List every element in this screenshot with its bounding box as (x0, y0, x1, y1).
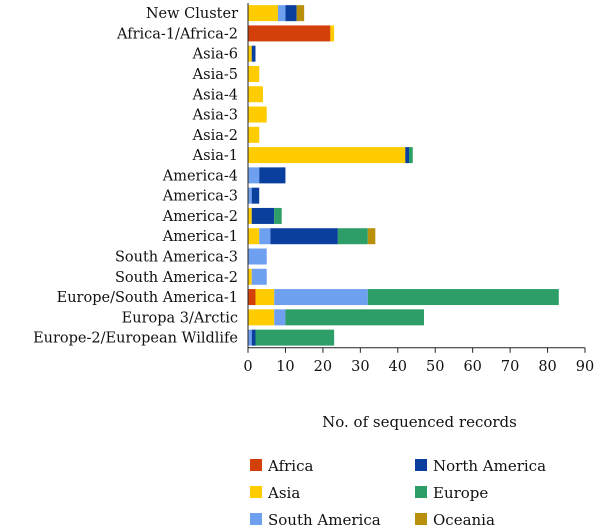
category-label-south-america-2: South America-2 (115, 270, 238, 286)
legend: Africa North America Asia Europe South Ameri… (250, 457, 546, 529)
bar-america-1-oceania (368, 228, 375, 244)
category-label-america-1: America-1 (162, 229, 238, 245)
bar-africa-1-africa-2-africa (248, 25, 330, 41)
category-label-america-4: America-4 (162, 168, 238, 184)
legend-swatch-europe (415, 486, 427, 498)
x-tick-label-20: 20 (314, 359, 332, 375)
category-label-asia-4: Asia-4 (192, 87, 238, 103)
bar-asia-3-asia (248, 107, 267, 123)
legend-swatch-north-america (415, 459, 427, 471)
bar-europa-3-arctic-south-america (274, 309, 285, 325)
category-label-asia-3: Asia-3 (192, 108, 238, 124)
bar-europe-south-america-1-africa (248, 289, 255, 305)
x-axis-title: No. of sequenced records (322, 413, 517, 431)
bar-europe-south-america-1-europe (368, 289, 559, 305)
category-label-asia-2: Asia-2 (192, 128, 238, 144)
bar-europa-3-arctic-asia (248, 309, 274, 325)
category-label-asia-1: Asia-1 (192, 148, 238, 164)
category-labels: New Cluster Africa-1/Africa-2 Asia-6 Asia-5… (33, 6, 238, 346)
category-label-europe-south-america-1: Europe/South America-1 (57, 290, 238, 306)
bar-asia-1-north-america (405, 147, 409, 163)
bar-south-america-3-south-america (248, 249, 267, 265)
x-tick-label-80: 80 (538, 359, 556, 375)
x-tick-label-90: 90 (576, 359, 594, 375)
x-axis-ticks: 0 10 20 30 40 50 60 70 80 90 (243, 348, 594, 375)
bar-asia-2-asia (248, 127, 259, 143)
legend-swatch-africa (250, 459, 262, 471)
bar-asia-6-asia (248, 46, 252, 62)
legend-label-north-america: North America (433, 457, 546, 475)
bar-new-cluster-oceania (297, 5, 304, 21)
category-label-europe-2-european-wildlife: Europe-2/European Wildlife (33, 331, 238, 347)
bar-asia-1-asia (248, 147, 405, 163)
bar-america-2-europe (274, 208, 281, 224)
bar-asia-6-north-america (252, 46, 256, 62)
bar-america-1-asia (248, 228, 259, 244)
category-label-africa-1-africa-2: Africa-1/Africa-2 (116, 26, 238, 42)
legend-swatch-oceania (415, 513, 427, 525)
bar-america-1-south-america (259, 228, 270, 244)
category-label-new-cluster: New Cluster (146, 6, 238, 22)
category-label-america-3: America-3 (162, 189, 238, 205)
bar-africa-1-africa-2-asia (330, 25, 334, 41)
bar-europe-south-america-1-south-america (274, 289, 368, 305)
x-tick-label-70: 70 (501, 359, 519, 375)
bar-europe-2-european-wildlife-europe (255, 330, 334, 346)
x-tick-label-60: 60 (463, 359, 481, 375)
bar-europe-south-america-1-asia (255, 289, 274, 305)
legend-label-asia: Asia (267, 484, 300, 502)
bar-america-2-north-america (252, 208, 274, 224)
x-tick-label-10: 10 (276, 359, 294, 375)
bar-asia-4-asia (248, 86, 263, 102)
category-label-europa-3-arctic: Europa 3/Arctic (122, 310, 238, 326)
legend-swatch-south-america (250, 513, 262, 525)
category-label-asia-6: Asia-6 (192, 47, 238, 63)
x-tick-label-50: 50 (426, 359, 444, 375)
bar-new-cluster-south-america (278, 5, 285, 21)
bar-america-2-asia (248, 208, 252, 224)
bar-america-1-north-america (270, 228, 337, 244)
category-label-america-2: America-2 (162, 209, 238, 225)
bar-south-america-2-asia (248, 269, 252, 285)
legend-label-europe: Europe (433, 484, 488, 502)
legend-swatch-asia (250, 486, 262, 498)
bar-europa-3-arctic-europe (285, 309, 424, 325)
bar-america-1-europe (338, 228, 368, 244)
bar-america-3-south-america (248, 188, 252, 204)
bar-south-america-2-south-america (252, 269, 267, 285)
bar-america-4-north-america (259, 167, 285, 183)
x-tick-label-30: 30 (351, 359, 369, 375)
bar-europe-2-european-wildlife-south-america (248, 330, 252, 346)
bar-europe-2-european-wildlife-north-america (252, 330, 256, 346)
legend-label-south-america: South America (268, 511, 381, 529)
bar-asia-1-europe (409, 147, 413, 163)
x-tick-label-40: 40 (389, 359, 407, 375)
category-label-south-america-3: South America-3 (115, 250, 238, 266)
bars-layer (248, 5, 559, 345)
bar-new-cluster-asia (248, 5, 278, 21)
category-label-asia-5: Asia-5 (192, 67, 238, 83)
legend-label-oceania: Oceania (433, 511, 495, 529)
bar-new-cluster-north-america (285, 5, 296, 21)
bar-asia-5-asia (248, 66, 259, 82)
legend-label-africa: Africa (267, 457, 313, 475)
bar-america-4-south-america (248, 167, 259, 183)
x-tick-label-0: 0 (243, 359, 252, 375)
bar-america-3-north-america (252, 188, 259, 204)
